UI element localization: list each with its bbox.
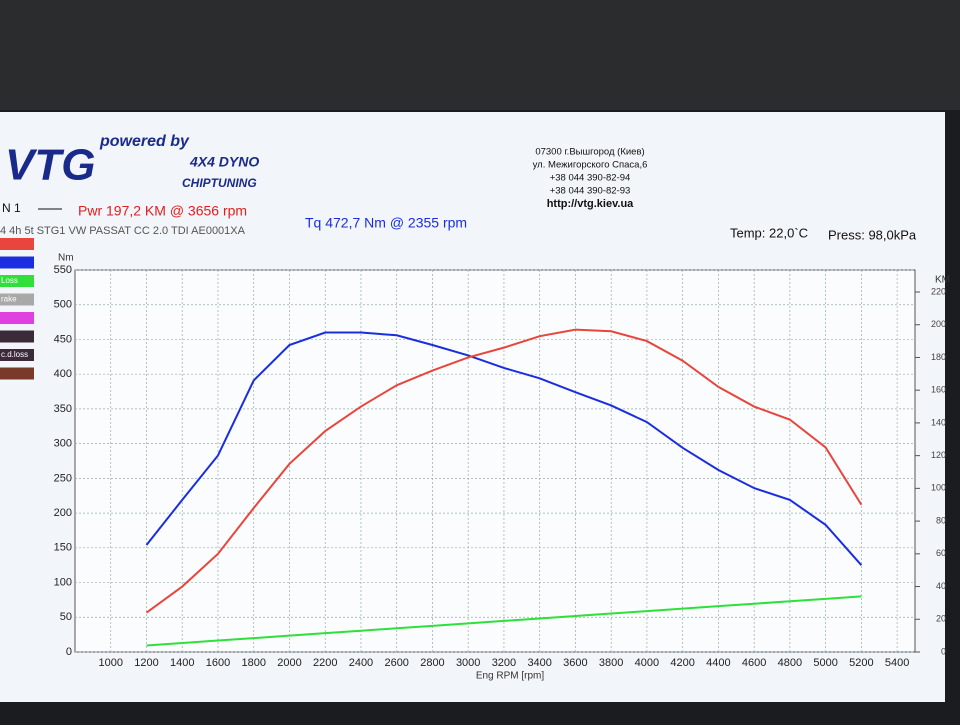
address-line: ул. Межигорского Спаса,6 — [533, 160, 648, 171]
x-axis-label: Eng RPM [rpm] — [476, 671, 545, 682]
x-tick-label: 2800 — [420, 657, 444, 669]
y2-tick-label: 180 — [931, 352, 946, 362]
address-line: http://vtg.kiev.ua — [547, 198, 634, 210]
legend-label: rake — [1, 295, 17, 304]
legend-swatch — [0, 256, 34, 269]
y-tick-label: 500 — [54, 299, 72, 311]
plot-area — [74, 269, 916, 653]
series-line — [146, 595, 862, 647]
y-tick-label: 350 — [54, 403, 72, 415]
y-tick-label: 0 — [66, 646, 72, 658]
run: N 1 — [2, 201, 21, 215]
x-tick-label: 4200 — [670, 657, 694, 669]
x-tick-label: 3600 — [563, 657, 587, 669]
legend-label: c.d.loss — [1, 350, 28, 359]
y-tick-label: 450 — [54, 333, 72, 345]
x-tick-label: 4400 — [706, 657, 730, 669]
pwr: Pwr 197,2 KM @ 3656 rpm — [78, 203, 247, 219]
x-tick-label: 2200 — [313, 657, 337, 669]
x-tick-label: 5200 — [849, 657, 873, 669]
x-tick-label: 1600 — [206, 657, 230, 669]
address: 07300 г.Вышгород (Киев) ул. Межигорского … — [533, 147, 648, 210]
x-tick-label: 1400 — [170, 657, 194, 669]
y2-tick-label: 100 — [931, 483, 946, 493]
x-tick-label: 1000 — [99, 657, 123, 669]
y-tick-label: 200 — [54, 507, 72, 519]
tq: Tq 472,7 Nm @ 2355 rpm — [305, 215, 467, 231]
y2-tick-label: 40 — [936, 581, 946, 591]
y2-tick-label: 160 — [931, 385, 946, 395]
y2-tick-label: 60 — [936, 548, 946, 558]
bezel — [0, 0, 960, 110]
y-tick-label: 50 — [60, 611, 72, 623]
legend-swatch — [0, 367, 34, 380]
x-tick-label: 4800 — [778, 657, 802, 669]
legend-swatch — [0, 312, 34, 324]
x-tick-label: 2400 — [349, 657, 373, 669]
logo: VTG — [5, 141, 95, 190]
temp: Temp: 22,0`C — [730, 225, 808, 240]
y-axis-label: Nm — [58, 253, 74, 264]
x-tick-label: 5400 — [885, 657, 909, 669]
y2-tick-label: 20 — [936, 614, 946, 624]
y2-tick-label: 80 — [936, 515, 946, 525]
y2-tick-label: 200 — [931, 319, 946, 329]
x-tick-label: 3800 — [599, 657, 623, 669]
y2-tick-label: 140 — [931, 417, 946, 427]
y-tick-label: 150 — [54, 542, 72, 554]
x-tick-label: 4000 — [635, 657, 659, 669]
brand: 4X4 DYNO — [189, 154, 259, 170]
x-tick-label: 4600 — [742, 657, 766, 669]
legend-label: Loss — [1, 276, 18, 285]
legend-swatch — [0, 238, 34, 250]
y-tick-label: 400 — [54, 368, 72, 380]
x-tick-label: 1200 — [134, 657, 158, 669]
y2-tick-label: 220 — [931, 286, 946, 296]
y2-tick-label: 0 — [941, 646, 946, 656]
y-tick-label: 300 — [54, 438, 72, 450]
address-line: 07300 г.Вышгород (Киев) — [535, 147, 644, 158]
legend: Loss rake c.d.loss — [0, 238, 34, 380]
address-line: +38 044 390-82-93 — [550, 186, 631, 197]
x-tick-label: 3000 — [456, 657, 480, 669]
legend-swatch — [0, 349, 34, 361]
y2-axis-label: KM — [935, 275, 950, 286]
y-tick-label: 250 — [54, 472, 72, 484]
powered: powered by — [99, 133, 190, 150]
y-tick-label: 550 — [54, 264, 72, 276]
x-tick-label: 3400 — [527, 657, 551, 669]
legend-swatch — [0, 293, 34, 306]
x-tick-label: 2600 — [384, 657, 408, 669]
series-line — [145, 331, 863, 566]
x-tick-label: 1800 — [241, 657, 265, 669]
legend-swatch — [0, 330, 34, 343]
y2-tick-label: 120 — [931, 450, 946, 460]
vehicle: 4 4h 5t STG1 VW PASSAT CC 2.0 TDI AE0001… — [0, 225, 246, 237]
series-line — [145, 328, 863, 614]
y-tick-label: 100 — [54, 576, 72, 588]
x-tick-label: 3200 — [492, 657, 516, 669]
x-tick-label: 5000 — [813, 657, 837, 669]
brand: CHIPTUNING — [182, 176, 257, 190]
press: Press: 98,0kPa — [828, 227, 917, 242]
address-line: +38 044 390-82-94 — [550, 173, 631, 184]
legend-swatch — [0, 275, 34, 287]
x-tick-label: 2000 — [277, 657, 301, 669]
